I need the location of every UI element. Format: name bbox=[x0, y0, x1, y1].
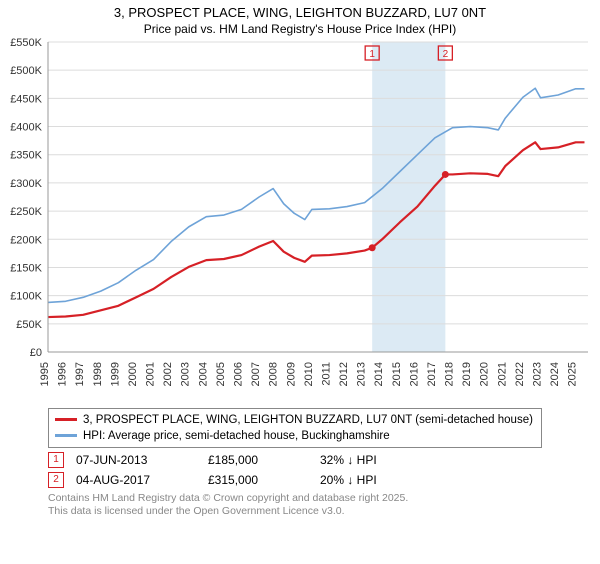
footer-line-1: Contains HM Land Registry data © Crown c… bbox=[48, 492, 600, 505]
chart-title-1: 3, PROSPECT PLACE, WING, LEIGHTON BUZZAR… bbox=[0, 4, 600, 22]
svg-text:2016: 2016 bbox=[408, 362, 420, 386]
svg-text:2011: 2011 bbox=[320, 362, 332, 386]
svg-text:£250K: £250K bbox=[10, 206, 42, 218]
legend-label-hpi: HPI: Average price, semi-detached house,… bbox=[83, 430, 390, 442]
svg-text:£50K: £50K bbox=[16, 318, 42, 330]
svg-text:2023: 2023 bbox=[532, 362, 544, 386]
svg-text:£450K: £450K bbox=[10, 93, 42, 105]
svg-text:1: 1 bbox=[369, 49, 375, 60]
legend-row-property: 3, PROSPECT PLACE, WING, LEIGHTON BUZZAR… bbox=[55, 412, 535, 428]
svg-text:1998: 1998 bbox=[92, 362, 104, 386]
svg-text:£100K: £100K bbox=[10, 290, 42, 302]
svg-text:£500K: £500K bbox=[10, 65, 42, 77]
footer: Contains HM Land Registry data © Crown c… bbox=[48, 492, 600, 518]
sale-row-1: 1 07-JUN-2013 £185,000 32% ↓ HPI bbox=[48, 452, 600, 468]
svg-text:2020: 2020 bbox=[479, 362, 491, 386]
svg-text:2008: 2008 bbox=[268, 362, 280, 386]
svg-text:2021: 2021 bbox=[496, 362, 508, 386]
svg-text:2009: 2009 bbox=[285, 362, 297, 386]
svg-text:1999: 1999 bbox=[109, 362, 121, 386]
svg-text:2024: 2024 bbox=[549, 362, 561, 386]
svg-text:2014: 2014 bbox=[373, 362, 385, 386]
sale-marker-2: 2 bbox=[48, 472, 64, 488]
svg-text:2: 2 bbox=[443, 49, 449, 60]
svg-text:2012: 2012 bbox=[338, 362, 350, 386]
svg-text:2001: 2001 bbox=[145, 362, 157, 386]
svg-text:2005: 2005 bbox=[215, 362, 227, 386]
svg-text:2017: 2017 bbox=[426, 362, 438, 386]
svg-text:1995: 1995 bbox=[39, 362, 51, 386]
svg-text:2025: 2025 bbox=[567, 362, 579, 386]
sale-date-1: 07-JUN-2013 bbox=[76, 453, 196, 467]
svg-text:£0: £0 bbox=[30, 347, 42, 359]
svg-text:2022: 2022 bbox=[514, 362, 526, 386]
legend-label-property: 3, PROSPECT PLACE, WING, LEIGHTON BUZZAR… bbox=[83, 414, 533, 426]
svg-text:£400K: £400K bbox=[10, 121, 42, 133]
sale-diff-1: 32% ↓ HPI bbox=[320, 453, 440, 467]
sale-row-2: 2 04-AUG-2017 £315,000 20% ↓ HPI bbox=[48, 472, 600, 488]
sale-marker-1: 1 bbox=[48, 452, 64, 468]
footer-line-2: This data is licensed under the Open Gov… bbox=[48, 505, 600, 518]
legend: 3, PROSPECT PLACE, WING, LEIGHTON BUZZAR… bbox=[48, 408, 542, 448]
svg-text:2010: 2010 bbox=[303, 362, 315, 386]
chart-title-2: Price paid vs. HM Land Registry's House … bbox=[0, 22, 600, 36]
sales-table: 1 07-JUN-2013 £185,000 32% ↓ HPI 2 04-AU… bbox=[48, 452, 600, 488]
svg-text:1997: 1997 bbox=[74, 362, 86, 386]
svg-text:2000: 2000 bbox=[127, 362, 139, 386]
svg-text:2007: 2007 bbox=[250, 362, 262, 386]
svg-text:2004: 2004 bbox=[197, 362, 209, 386]
svg-text:2018: 2018 bbox=[444, 362, 456, 386]
svg-text:2006: 2006 bbox=[232, 362, 244, 386]
legend-swatch-hpi bbox=[55, 434, 77, 437]
svg-text:£550K: £550K bbox=[10, 37, 42, 49]
svg-text:2013: 2013 bbox=[356, 362, 368, 386]
svg-text:2003: 2003 bbox=[180, 362, 192, 386]
svg-text:£150K: £150K bbox=[10, 262, 42, 274]
legend-swatch-property bbox=[55, 418, 77, 421]
sale-date-2: 04-AUG-2017 bbox=[76, 473, 196, 487]
svg-text:2002: 2002 bbox=[162, 362, 174, 386]
svg-text:£350K: £350K bbox=[10, 149, 42, 161]
sale-price-1: £185,000 bbox=[208, 453, 308, 467]
svg-text:2015: 2015 bbox=[391, 362, 403, 386]
svg-text:1996: 1996 bbox=[57, 362, 69, 386]
line-chart: £0 £50K £100K £150K £200K £250K £300K £350K £400… bbox=[0, 36, 600, 406]
svg-text:£200K: £200K bbox=[10, 234, 42, 246]
legend-row-hpi: HPI: Average price, semi-detached house,… bbox=[55, 428, 535, 444]
sale-diff-2: 20% ↓ HPI bbox=[320, 473, 440, 487]
sale-price-2: £315,000 bbox=[208, 473, 308, 487]
svg-text:2019: 2019 bbox=[461, 362, 473, 386]
svg-text:£300K: £300K bbox=[10, 177, 42, 189]
